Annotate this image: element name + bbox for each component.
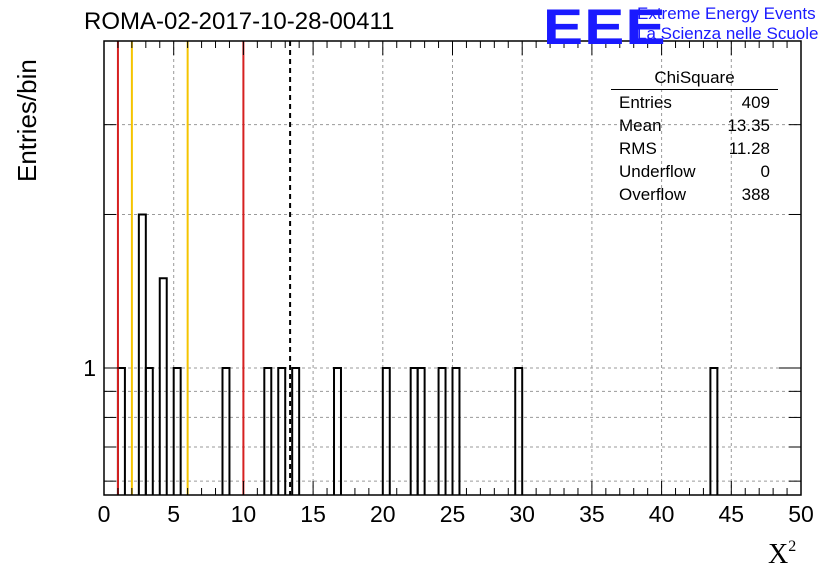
x-tick-label: 0 — [98, 501, 111, 527]
stats-value: 388 — [741, 185, 770, 204]
stats-value: 11.28 — [728, 139, 770, 158]
histogram-bin — [158, 277, 168, 495]
x-tick-label: 5 — [167, 501, 180, 527]
histogram-bin — [291, 367, 301, 495]
stats-label: Entries — [619, 93, 672, 112]
stats-label: Mean — [619, 116, 662, 135]
stats-box: ChiSquare Entries 409 Mean 13.35 RMS 11.… — [611, 67, 778, 208]
org-name-line2: La Scienza nelle Scuole — [637, 24, 819, 43]
histogram-bin — [144, 367, 154, 495]
reference-lines-layer — [116, 41, 292, 495]
tick-labels-layer: 0 5 10 15 20 25 30 35 40 45 50 1 — [83, 355, 814, 527]
histogram-bin — [116, 367, 126, 495]
histogram-bin — [137, 213, 147, 495]
stats-row-underflow: Underflow 0 — [619, 160, 770, 183]
x-tick-label: 50 — [788, 501, 814, 527]
org-name-line1: Extreme Energy Events — [637, 4, 816, 23]
stats-row-mean: Mean 13.35 — [619, 114, 770, 137]
stats-value: 13.35 — [727, 116, 770, 135]
histogram-bin — [277, 367, 287, 495]
histogram-bin — [451, 367, 461, 495]
stats-value: 409 — [741, 93, 770, 112]
x-tick-label: 10 — [231, 501, 257, 527]
y-axis-label: Entries/bin — [12, 59, 42, 182]
x-tick-label: 40 — [649, 501, 675, 527]
ticks-layer — [103, 41, 802, 495]
histogram-bin — [409, 367, 419, 495]
stats-label: RMS — [619, 139, 657, 158]
histogram-bin — [709, 367, 719, 495]
x-tick-label: 45 — [719, 501, 745, 527]
stats-row-rms: RMS 11.28 — [619, 137, 770, 160]
bars-layer — [116, 213, 719, 495]
histogram-bin — [333, 367, 342, 495]
stats-label: Overflow — [619, 185, 687, 204]
x-axis-label-base: X — [768, 539, 789, 570]
histogram-bin — [221, 367, 231, 495]
histogram-bin — [263, 367, 273, 495]
x-tick-label: 25 — [440, 501, 466, 527]
histogram-bin — [437, 367, 447, 495]
stats-row-entries: Entries 409 — [619, 91, 770, 114]
x-axis-label: X2 — [768, 538, 796, 571]
eee-logo: EEE — [543, 0, 667, 55]
x-axis-label-superscript: 2 — [788, 538, 797, 555]
stats-label: Underflow — [619, 162, 696, 181]
histogram-bin — [416, 367, 426, 495]
x-tick-label: 15 — [300, 501, 326, 527]
histogram-bin — [381, 367, 391, 495]
y-tick-label: 1 — [83, 355, 96, 381]
chart-title: ROMA-02-2017-10-28-00411 — [84, 8, 395, 35]
histogram-bin — [172, 367, 182, 495]
histogram-bin — [514, 367, 524, 495]
x-tick-label: 30 — [509, 501, 535, 527]
stats-title: ChiSquare — [654, 68, 735, 87]
x-tick-label: 35 — [579, 501, 605, 527]
stats-divider — [611, 89, 778, 90]
x-tick-label: 20 — [370, 501, 396, 527]
stats-row-overflow: Overflow 388 — [619, 183, 770, 206]
stats-value: 0 — [760, 162, 770, 181]
